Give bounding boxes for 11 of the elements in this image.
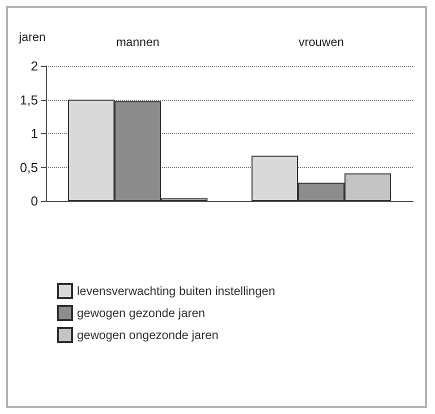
legend-label: levensverwachting buiten instellingen	[77, 284, 276, 298]
y-tick-label: 0	[30, 194, 38, 208]
y-tick-label: 2	[30, 58, 38, 74]
y-tick-label: 1,5	[20, 92, 38, 108]
y-tick-label: 0,5	[20, 160, 38, 175]
x-tick-label: vrouwen	[298, 35, 344, 49]
y-tick-label: 1	[30, 126, 38, 141]
legend-label: gewogen gezonde jaren	[77, 306, 206, 320]
y-axis-title: jaren	[18, 30, 46, 44]
legend-label: gewogen ongezonde jaren	[77, 328, 218, 342]
x-tick-label: mannen	[116, 35, 160, 49]
